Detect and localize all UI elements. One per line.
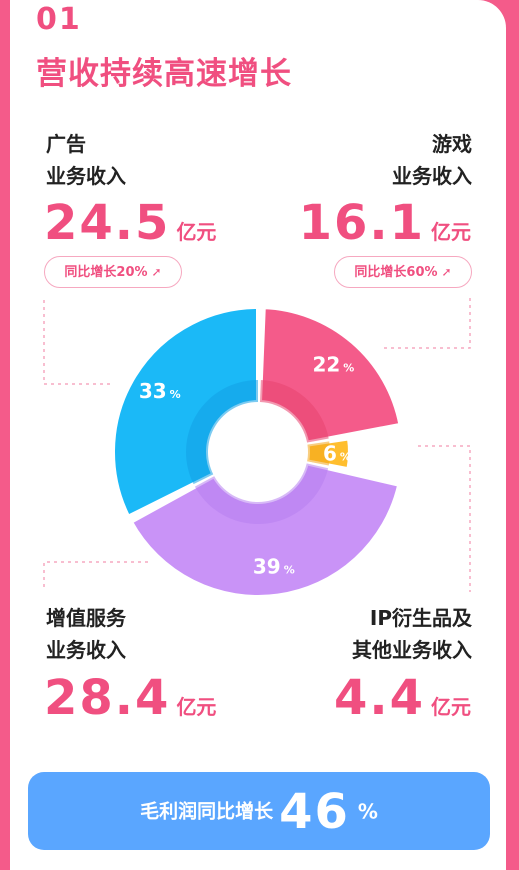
ad-growth-pill: 同比增长20% ➚ xyxy=(44,256,182,288)
donut-slice-shade-vas xyxy=(194,463,329,524)
donut-slice-shade-game xyxy=(259,380,329,443)
ad-category-line2: 业务收入 xyxy=(46,164,126,188)
section-title: 营收持续高速增长 xyxy=(36,56,292,92)
ad-category-line1: 广告 xyxy=(46,132,86,156)
game-category-line2: 业务收入 xyxy=(392,164,472,188)
game-revenue-unit: 亿元 xyxy=(431,220,471,244)
banner-unit: % xyxy=(357,799,378,824)
vas-category-line1: 增值服务 xyxy=(46,606,126,630)
content-card xyxy=(10,0,506,870)
game-category: 游戏 业务收入 xyxy=(320,128,472,192)
banner-label: 毛利润同比增长 xyxy=(140,800,274,823)
ip-category: IP衍生品及 其他业务收入 xyxy=(290,602,472,666)
game-revenue-value: 16.1 xyxy=(298,195,425,251)
donut-slice-shade-ad xyxy=(185,380,258,485)
connector-vas xyxy=(43,561,148,588)
arrow-up-icon: ➚ xyxy=(441,265,452,279)
connector-ip xyxy=(418,445,471,592)
game-revenue: 16.1 亿元 xyxy=(299,195,471,251)
gross-profit-banner: 毛利润同比增长 46% xyxy=(28,772,490,850)
ip-category-line1: IP衍生品及 xyxy=(369,606,472,630)
ip-revenue: 4.4 亿元 xyxy=(334,670,471,726)
connector-game xyxy=(384,298,471,349)
game-growth-text: 同比增长60% xyxy=(354,265,438,280)
connector-lines xyxy=(43,298,471,592)
vas-category: 增值服务 业务收入 xyxy=(46,602,126,666)
vas-revenue-unit: 亿元 xyxy=(176,695,217,719)
banner-content: 毛利润同比增长 46% xyxy=(28,772,490,851)
connector-ad xyxy=(43,300,112,385)
donut-slice-shade-ip xyxy=(307,441,330,466)
ad-revenue: 24.5 亿元 xyxy=(44,195,216,251)
banner-value: 46 xyxy=(279,783,350,840)
donut-slice-vas xyxy=(128,460,402,599)
vas-revenue: 28.4 亿元 xyxy=(44,670,216,726)
ad-revenue-unit: 亿元 xyxy=(176,220,217,244)
section-number: 01 xyxy=(36,2,82,37)
ad-category: 广告 业务收入 xyxy=(46,128,126,192)
ip-revenue-unit: 亿元 xyxy=(431,695,471,719)
game-growth-pill: 同比增长60% ➚ xyxy=(334,256,472,288)
donut-slice-ad xyxy=(111,304,260,520)
vas-category-line2: 业务收入 xyxy=(46,638,126,662)
ip-revenue-value: 4.4 xyxy=(333,670,425,726)
ip-category-line2: 其他业务收入 xyxy=(352,638,472,662)
game-category-line1: 游戏 xyxy=(432,132,472,156)
ad-growth-text: 同比增长20% xyxy=(64,265,148,280)
ad-revenue-value: 24.5 xyxy=(44,195,171,251)
arrow-up-icon: ➚ xyxy=(151,265,162,279)
vas-revenue-value: 28.4 xyxy=(44,670,171,726)
